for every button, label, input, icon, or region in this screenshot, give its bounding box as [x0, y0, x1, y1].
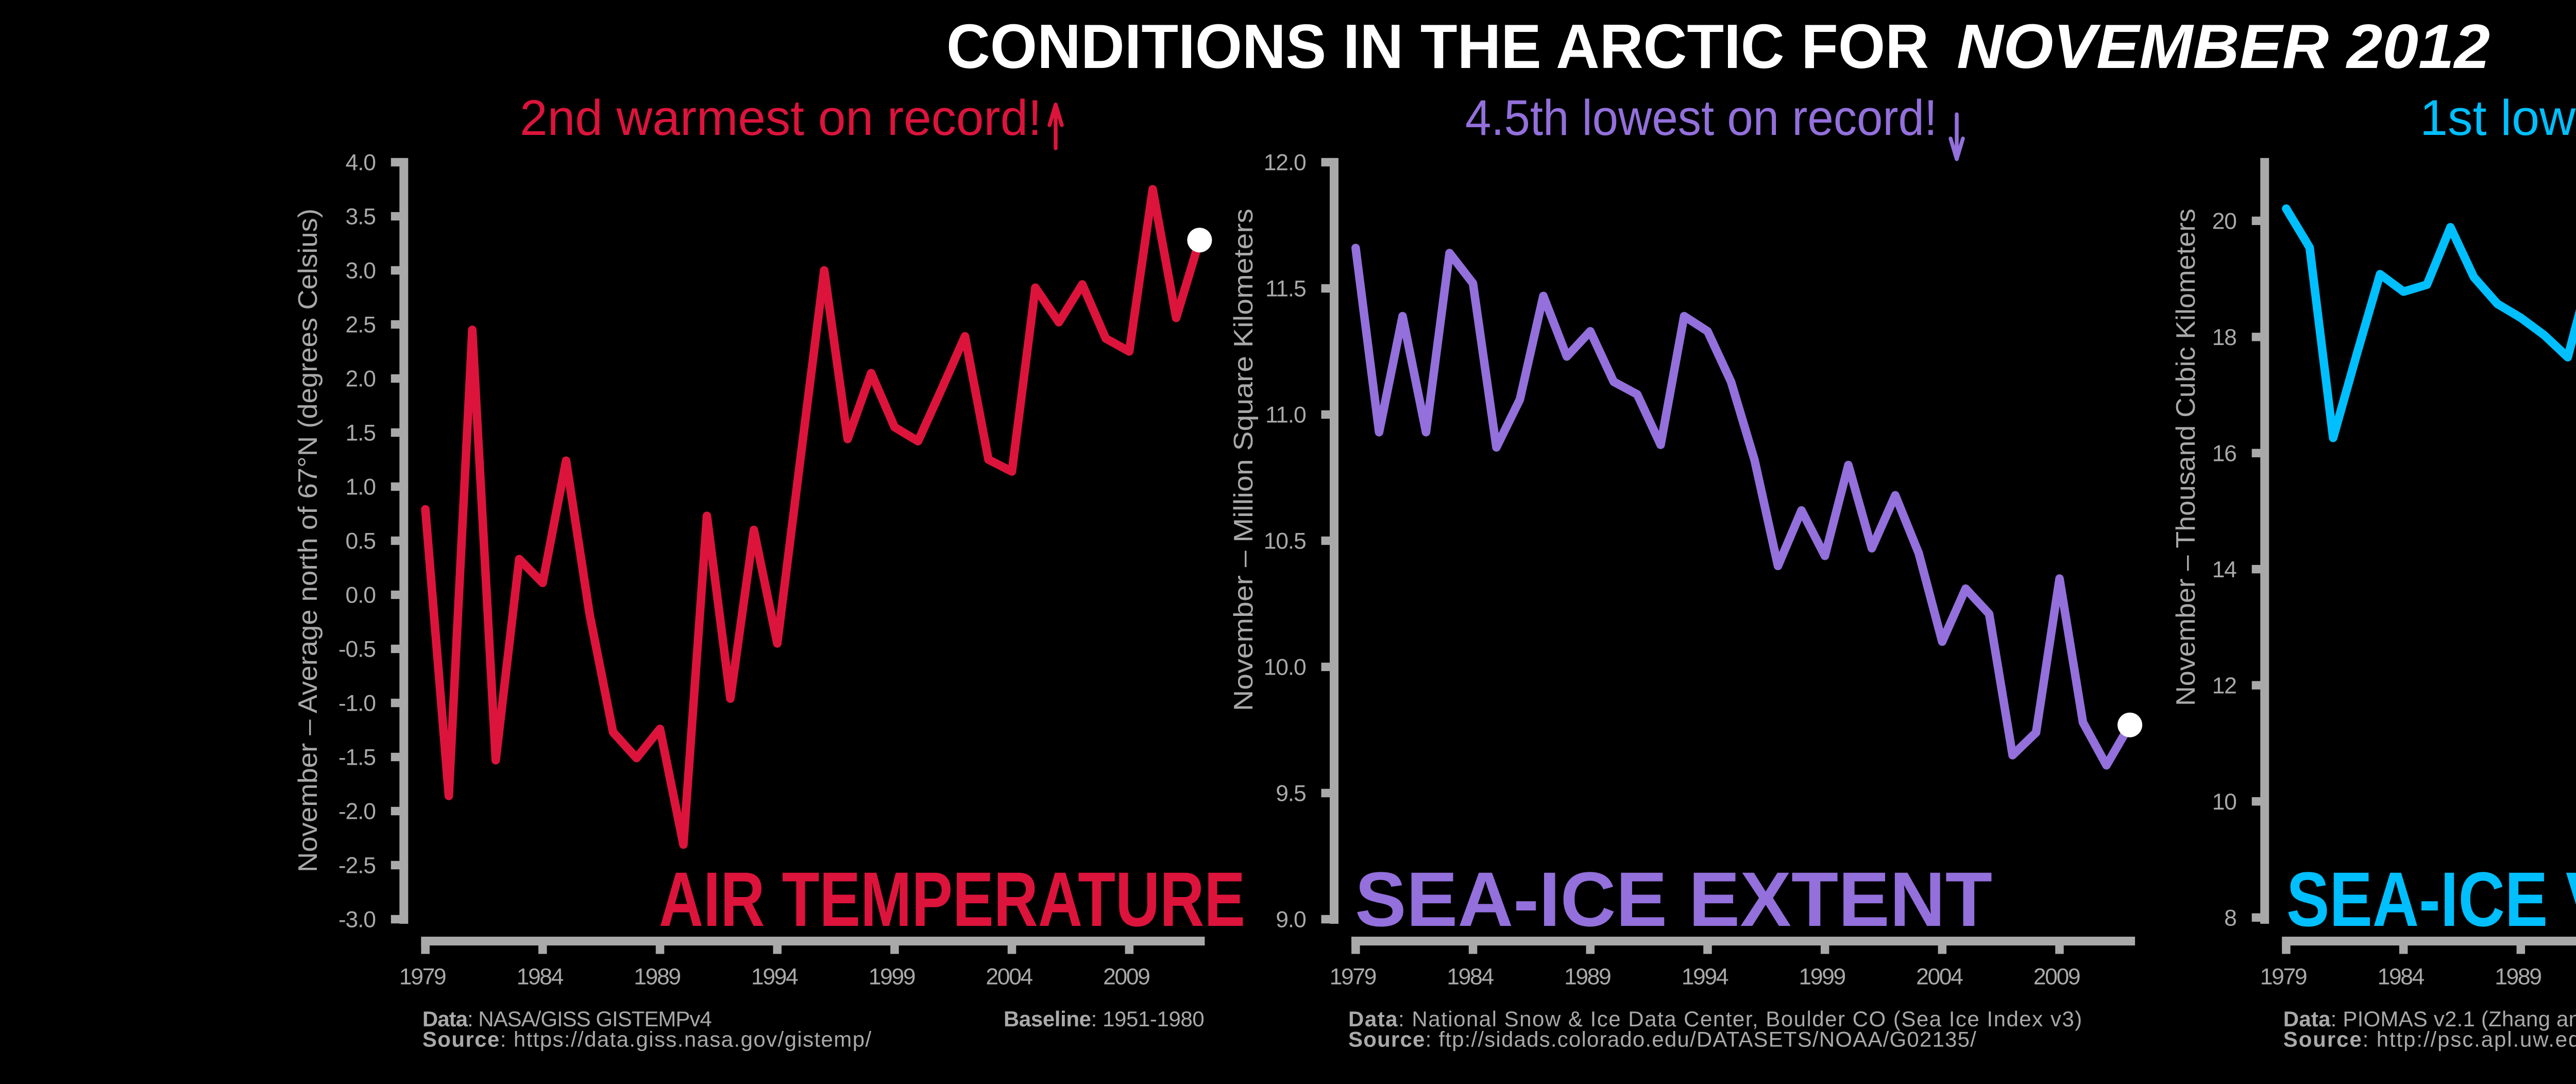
svg-text:0.0: 0.0	[346, 583, 376, 608]
svg-text:Source: http://psc.apl.uw.edu/: Source: http://psc.apl.uw.edu/research/p…	[2283, 1027, 2576, 1052]
svg-text:SEA-ICE VOLUME: SEA-ICE VOLUME	[2286, 856, 2576, 942]
svg-text:9.5: 9.5	[1276, 781, 1306, 806]
svg-text:-1.5: -1.5	[338, 745, 376, 770]
svg-text:November – Thousand Cubic Kilo: November – Thousand Cubic Kilometers	[2171, 209, 2201, 706]
svg-text:-2.0: -2.0	[338, 799, 376, 824]
svg-text:11.5: 11.5	[1265, 277, 1306, 302]
svg-text:1984: 1984	[2377, 965, 2424, 990]
svg-text:2009: 2009	[1103, 965, 1149, 990]
svg-text:1979: 1979	[1330, 965, 1376, 990]
svg-text:-1.0: -1.0	[338, 691, 376, 716]
svg-text:1979: 1979	[2260, 965, 2307, 990]
svg-text:1994: 1994	[751, 965, 798, 990]
svg-text:1989: 1989	[2495, 965, 2541, 990]
svg-text:10: 10	[2212, 789, 2237, 815]
svg-text:Baseline: 1951-1980: Baseline: 1951-1980	[1004, 1007, 1204, 1031]
svg-text:November – Million Square Kilo: November – Million Square Kilometers	[1229, 209, 1259, 711]
svg-text:2004: 2004	[1916, 965, 1963, 990]
svg-text:11.0: 11.0	[1265, 403, 1306, 428]
svg-text:1.5: 1.5	[346, 421, 376, 446]
svg-text:1st lowest on record!: 1st lowest on record!	[2420, 90, 2576, 146]
svg-text:AIR TEMPERATURE: AIR TEMPERATURE	[659, 856, 1245, 942]
svg-text:10.0: 10.0	[1264, 655, 1306, 680]
svg-text:0.5: 0.5	[346, 529, 376, 554]
svg-text:1984: 1984	[1447, 965, 1494, 990]
svg-text:16: 16	[2212, 441, 2236, 466]
svg-text:4.0: 4.0	[346, 150, 376, 176]
svg-text:1979: 1979	[399, 965, 446, 990]
svg-text:1999: 1999	[1799, 965, 1845, 990]
svg-text:20: 20	[2212, 209, 2237, 234]
svg-text:Data: PIOMAS v2.1 (Zhang and R: Data: PIOMAS v2.1 (Zhang and Rothrock, 2…	[2283, 1007, 2576, 1031]
svg-text:NOVEMBER 2012: NOVEMBER 2012	[1957, 11, 2490, 81]
svg-text:9.0: 9.0	[1276, 907, 1306, 933]
svg-text:1984: 1984	[517, 965, 564, 990]
svg-text:2004: 2004	[986, 965, 1032, 990]
svg-text:1989: 1989	[634, 965, 680, 990]
svg-text:1994: 1994	[1682, 965, 1728, 990]
svg-text:-3.0: -3.0	[338, 907, 376, 933]
svg-text:Source: https://data.giss.nasa: Source: https://data.giss.nasa.gov/giste…	[422, 1027, 872, 1052]
svg-text:2nd warmest on record!: 2nd warmest on record!	[520, 90, 1042, 146]
svg-text:2.5: 2.5	[346, 313, 376, 338]
svg-text:8: 8	[2224, 905, 2236, 931]
svg-text:2.0: 2.0	[346, 367, 376, 392]
svg-text:CONDITIONS IN THE ARCTIC FOR: CONDITIONS IN THE ARCTIC FOR	[946, 11, 1929, 81]
svg-text:SEA-ICE EXTENT: SEA-ICE EXTENT	[1355, 856, 1992, 942]
svg-text:1999: 1999	[869, 965, 915, 990]
svg-text:12: 12	[2212, 673, 2236, 698]
svg-text:2009: 2009	[2033, 965, 2080, 990]
svg-text:18: 18	[2212, 325, 2236, 350]
svg-text:November – Average north of 67: November – Average north of 67°N (degree…	[293, 209, 323, 872]
svg-text:Data: National Snow & Ice Data: Data: National Snow & Ice Data Center, B…	[1348, 1007, 2083, 1031]
svg-text:-0.5: -0.5	[338, 637, 376, 662]
svg-text:4.5th lowest on record!: 4.5th lowest on record!	[1465, 90, 1937, 146]
svg-text:14: 14	[2212, 557, 2237, 582]
svg-text:1.0: 1.0	[346, 475, 376, 500]
svg-text:12.0: 12.0	[1264, 150, 1306, 176]
svg-text:Source: ftp://sidads.colorado.: Source: ftp://sidads.colorado.edu/DATASE…	[1348, 1027, 1977, 1052]
svg-text:3.5: 3.5	[346, 204, 376, 230]
svg-text:3.0: 3.0	[346, 259, 376, 284]
svg-text:1989: 1989	[1564, 965, 1611, 990]
svg-text:Data: NASA/GISS GISTEMPv4: Data: NASA/GISS GISTEMPv4	[422, 1007, 711, 1031]
svg-text:10.5: 10.5	[1264, 529, 1306, 554]
svg-text:-2.5: -2.5	[338, 853, 376, 879]
